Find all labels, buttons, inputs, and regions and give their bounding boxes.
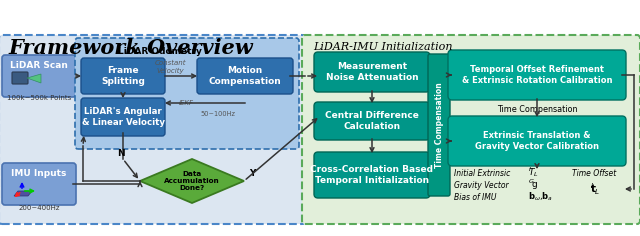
FancyBboxPatch shape: [75, 38, 299, 149]
Text: Time Offset: Time Offset: [572, 169, 616, 177]
Text: IMU Inputs: IMU Inputs: [12, 169, 67, 177]
Text: Frame
Splitting: Frame Splitting: [101, 66, 145, 86]
FancyBboxPatch shape: [197, 58, 293, 94]
Text: 200~400Hz: 200~400Hz: [19, 205, 60, 211]
FancyBboxPatch shape: [314, 152, 430, 198]
Text: Extrinsic Translation &
Gravity Vector Calibration: Extrinsic Translation & Gravity Vector C…: [475, 131, 599, 151]
Text: LiDAR Scan: LiDAR Scan: [10, 60, 68, 69]
Polygon shape: [140, 159, 244, 203]
Text: 100k~500k Points: 100k~500k Points: [7, 95, 71, 101]
Text: LiDAR-IMU Initialization: LiDAR-IMU Initialization: [313, 42, 452, 52]
Text: iEKF: iEKF: [179, 100, 193, 106]
Text: Time Compensation: Time Compensation: [497, 105, 577, 114]
Text: LiDAR Odometry: LiDAR Odometry: [118, 47, 202, 56]
Text: Framework Overview: Framework Overview: [8, 38, 253, 58]
Polygon shape: [14, 191, 32, 196]
Text: Initial Extrinsic: Initial Extrinsic: [454, 169, 510, 177]
Text: Temporal Offset Refinement
& Extrinsic Rotation Calibration: Temporal Offset Refinement & Extrinsic R…: [461, 65, 612, 85]
FancyBboxPatch shape: [81, 98, 165, 136]
Text: $\mathbf{b}_{\omega}$,$\mathbf{b}_{a}$: $\mathbf{b}_{\omega}$,$\mathbf{b}_{a}$: [528, 191, 553, 203]
Text: $^{I}\!T_{\!L}$: $^{I}\!T_{\!L}$: [528, 165, 538, 179]
FancyBboxPatch shape: [0, 35, 305, 224]
Text: Time Compensation: Time Compensation: [435, 82, 444, 168]
FancyBboxPatch shape: [314, 102, 430, 140]
FancyBboxPatch shape: [314, 52, 430, 92]
Text: Motion
Compensation: Motion Compensation: [209, 66, 282, 86]
FancyBboxPatch shape: [12, 72, 28, 84]
Text: Gravity Vector: Gravity Vector: [454, 181, 509, 190]
Text: Measurement
Noise Attenuation: Measurement Noise Attenuation: [326, 62, 419, 82]
FancyBboxPatch shape: [81, 58, 165, 94]
Text: 50~100Hz: 50~100Hz: [200, 111, 236, 117]
Text: Data
Accumulation
Done?: Data Accumulation Done?: [164, 171, 220, 191]
Text: Cross-Correlation Based
Temporal Initialization: Cross-Correlation Based Temporal Initial…: [310, 165, 433, 185]
FancyBboxPatch shape: [2, 163, 76, 205]
Text: N: N: [117, 148, 125, 157]
Text: LiDAR's Angular
& Linear Velocity: LiDAR's Angular & Linear Velocity: [81, 107, 164, 127]
FancyBboxPatch shape: [448, 116, 626, 166]
FancyBboxPatch shape: [302, 35, 640, 224]
Polygon shape: [27, 74, 41, 83]
Text: $^{G}\!$g: $^{G}\!$g: [528, 178, 539, 192]
Text: Central Difference
Calculation: Central Difference Calculation: [325, 111, 419, 131]
Text: $^{I}\!\mathbf{t}_{\!L}$: $^{I}\!\mathbf{t}_{\!L}$: [590, 181, 600, 197]
FancyBboxPatch shape: [448, 50, 626, 100]
FancyBboxPatch shape: [2, 55, 76, 97]
FancyBboxPatch shape: [428, 54, 450, 196]
Text: Y: Y: [249, 169, 255, 177]
Text: Constant
Velocity: Constant Velocity: [154, 60, 186, 74]
Text: Bias of IMU: Bias of IMU: [454, 193, 497, 202]
